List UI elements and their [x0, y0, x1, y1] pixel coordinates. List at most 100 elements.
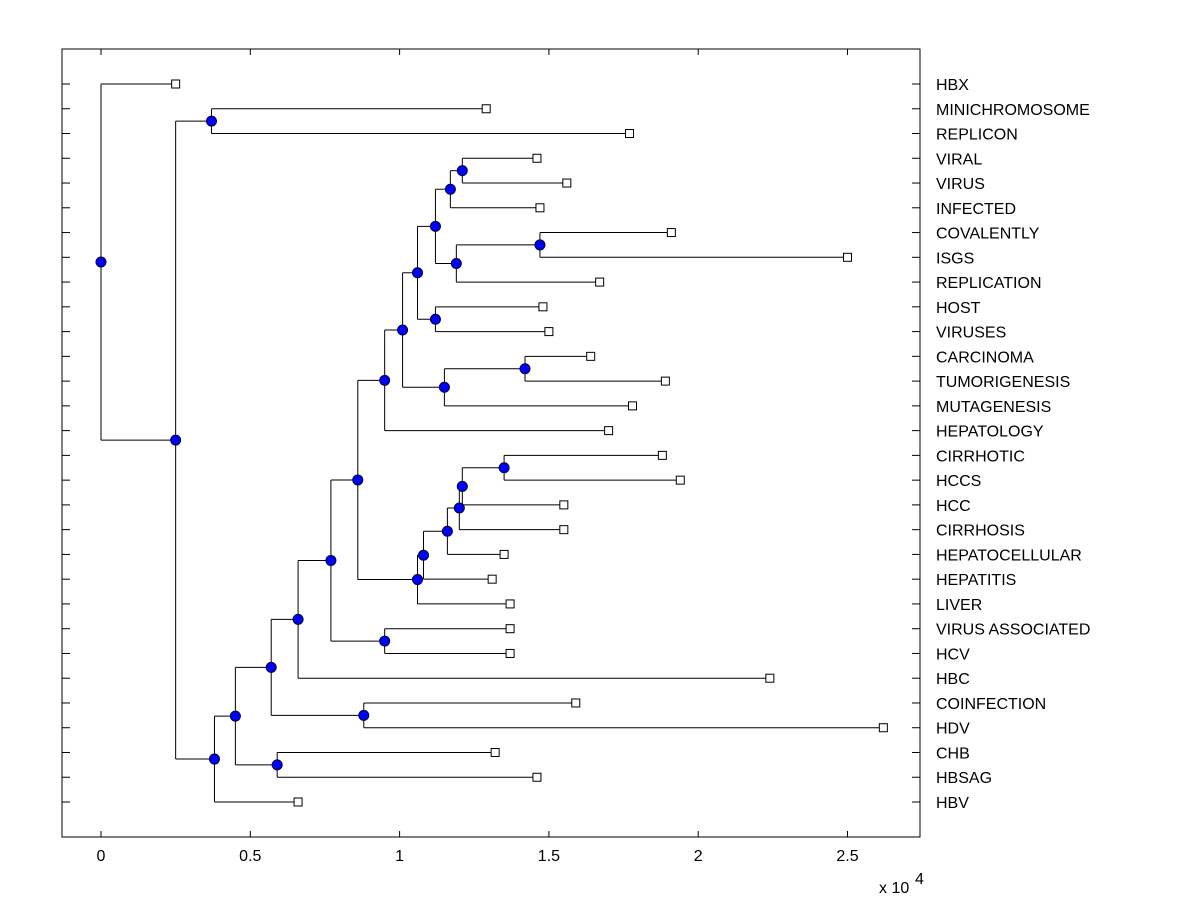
internal-node-marker: [444, 183, 456, 195]
internal-node-marker: [265, 661, 277, 673]
leaf-label: VIRAL: [936, 151, 982, 168]
leaf-labels: HBX MINICHROMOSOME REPLICON VIRAL VIRUS INFEC…: [936, 77, 1090, 812]
leaf-label: LIVER: [936, 597, 982, 614]
leaf-label: CIRRHOTIC: [936, 448, 1025, 465]
leaf-node-marker: [657, 450, 667, 460]
internal-node-marker: [397, 324, 409, 336]
leaf-label: REPLICATION: [936, 275, 1042, 292]
leaf-node-marker: [675, 475, 685, 485]
internal-node-marker: [229, 710, 241, 722]
leaf-label: HCV: [936, 646, 970, 663]
leaf-label: HEPATOCELLULAR: [936, 547, 1082, 564]
internal-node-marker: [352, 474, 364, 486]
leaf-node-marker: [481, 104, 491, 114]
leaf-node-marker: [843, 252, 852, 262]
leaf-label: VIRUS ASSOCIATED: [936, 622, 1090, 639]
leaf-node-marker: [171, 79, 181, 89]
leaf-label: HOST: [936, 300, 981, 317]
leaf-node-marker: [604, 426, 614, 436]
leaf-node-marker: [505, 599, 515, 609]
leaf-label: REPLICON: [936, 127, 1018, 144]
leaf-label: VIRUS: [936, 176, 985, 193]
internal-node-marker: [441, 525, 453, 537]
leaf-node-marker: [293, 797, 303, 807]
leaf-label: COINFECTION: [936, 696, 1046, 713]
x-multiplier-label: x 10: [879, 880, 909, 897]
leaf-node-marker: [878, 723, 888, 733]
internal-node-marker: [456, 165, 468, 177]
internal-node-marker: [358, 709, 370, 721]
internal-node-marker: [456, 480, 468, 492]
internal-node-marker: [450, 258, 462, 269]
leaf-node-marker: [559, 500, 569, 510]
plot-frame: [61, 48, 921, 838]
leaf-label: VIRUSES: [936, 325, 1006, 342]
leaf-node-marker: [532, 153, 542, 163]
leaf-label: CIRRHOSIS: [936, 523, 1025, 540]
leaf-label: HBSAG: [936, 770, 992, 787]
leaf-label: INFECTED: [936, 201, 1016, 218]
internal-node-marker: [325, 555, 337, 567]
internal-node-marker: [498, 462, 510, 474]
x-tick-label: 1.5: [538, 848, 560, 865]
leaf-label: CARCINOMA: [936, 349, 1034, 366]
x-tick-label: 2: [694, 848, 703, 865]
leaf-label: HBC: [936, 671, 970, 688]
x-tick-label: 0.5: [239, 848, 261, 865]
leaf-label: CHB: [936, 745, 970, 762]
internal-node-marker: [271, 759, 283, 771]
internal-node-marker: [453, 502, 465, 514]
x-tick-labels: 0 0.5 1 1.5 2 2.5: [97, 848, 859, 865]
leaf-node-marker: [559, 525, 569, 535]
internal-node-marker: [379, 374, 391, 386]
internal-node-marker: [205, 115, 217, 127]
leaf-node-marker: [625, 129, 635, 139]
leaf-label: COVALENTLY: [936, 226, 1040, 243]
leaf-node-marker: [544, 327, 554, 337]
leaf-node-marker: [505, 648, 515, 658]
leaf-node-marker: [535, 203, 545, 213]
internal-node-marker: [412, 574, 424, 586]
leaf-node-marker: [571, 698, 581, 708]
internal-node-marker: [534, 239, 546, 251]
internal-node-marker: [417, 549, 429, 561]
x-tick-label: 1: [395, 848, 404, 865]
leaf-node-marker: [505, 624, 515, 634]
internal-node-marker: [429, 313, 441, 325]
tree-links: [100, 83, 884, 803]
leaf-node-marker: [595, 277, 605, 287]
internal-node-marker: [170, 434, 182, 446]
leaf-label: HCC: [936, 498, 971, 515]
internal-node-marker: [95, 256, 107, 268]
axis-ticks: [62, 49, 920, 837]
tree-nodes: [95, 79, 888, 807]
leaf-label: HEPATITIS: [936, 572, 1016, 589]
leaf-label: HDV: [936, 721, 970, 738]
leaf-node-marker: [490, 747, 500, 757]
leaf-label: ISGS: [936, 250, 974, 267]
leaf-label: HCCS: [936, 473, 981, 490]
internal-node-marker: [292, 613, 304, 625]
internal-node-marker: [208, 753, 220, 765]
internal-node-marker: [379, 635, 391, 647]
leaf-label: HBV: [936, 795, 969, 812]
leaf-node-marker: [765, 673, 775, 683]
internal-node-marker: [519, 363, 531, 375]
leaf-node-marker: [499, 549, 509, 559]
leaf-node-marker: [586, 351, 596, 361]
leaf-node-marker: [487, 574, 497, 584]
leaf-node-marker: [660, 376, 670, 386]
x-multiplier-exponent: 4: [915, 871, 924, 888]
internal-node-marker: [438, 381, 450, 393]
x-tick-label: 0: [97, 848, 106, 865]
leaf-node-marker: [666, 228, 676, 238]
leaf-label: MUTAGENESIS: [936, 399, 1051, 416]
leaf-node-marker: [562, 178, 572, 188]
leaf-node-marker: [628, 401, 638, 411]
leaf-node-marker: [538, 302, 548, 312]
x-tick-label: 2.5: [836, 848, 858, 865]
leaf-label: MINICHROMOSOME: [936, 102, 1090, 119]
leaf-label: HEPATOLOGY: [936, 424, 1044, 441]
leaf-node-marker: [532, 772, 542, 782]
